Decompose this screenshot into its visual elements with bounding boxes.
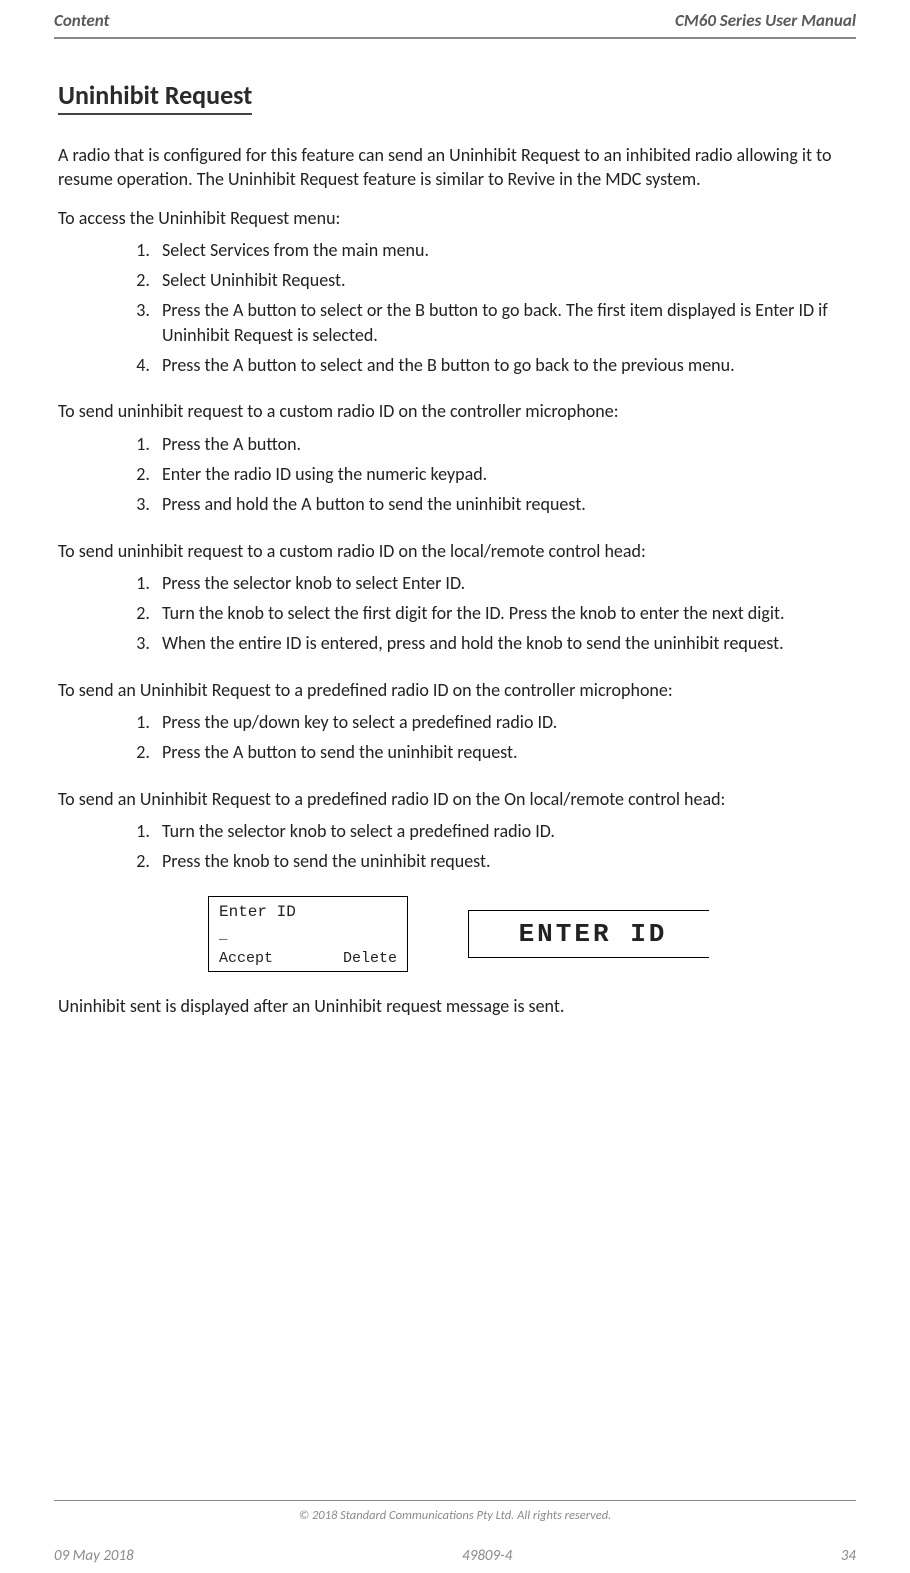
step-list: Press the selector knob to select Enter … (154, 571, 856, 656)
list-item: Press the selector knob to select Enter … (154, 571, 856, 595)
lcd-segment-display: ENTER ID (468, 910, 718, 958)
list-item: Select Uninhibit Request. (154, 268, 856, 292)
section-lead: To send an Uninhibit Request to a predef… (58, 787, 856, 811)
lcd-segment-text: ENTER ID (519, 919, 668, 949)
list-item: Enter the radio ID using the numeric key… (154, 462, 856, 486)
footer-pagenum: 34 (841, 1547, 856, 1565)
copyright-text: © 2018 Standard Communications Pty Ltd. … (0, 1508, 910, 1523)
list-item: When the entire ID is entered, press and… (154, 631, 856, 655)
lcd-softkey-left: Accept (219, 950, 273, 967)
intro-paragraph: A radio that is configured for this feat… (58, 143, 856, 192)
list-item: Select Services from the main menu. (154, 238, 856, 262)
step-list: Press the A button. Enter the radio ID u… (154, 432, 856, 517)
footer-date: 09 May 2018 (54, 1547, 134, 1565)
section-lead: To send an Uninhibit Request to a predef… (58, 678, 856, 702)
lcd-softkey-right: Delete (343, 950, 397, 967)
list-item: Press the A button to send the uninhibit… (154, 740, 856, 764)
list-item: Press the A button. (154, 432, 856, 456)
header-left: Content (54, 10, 109, 31)
lcd-cursor: _ (219, 928, 397, 942)
step-list: Press the up/down key to select a predef… (154, 710, 856, 765)
step-list: Turn the selector knob to select a prede… (154, 819, 856, 874)
list-item: Press the knob to send the uninhibit req… (154, 849, 856, 873)
footer-docnum: 49809-4 (462, 1547, 512, 1565)
section-lead: To access the Uninhibit Request menu: (58, 206, 856, 230)
page-footer: 09 May 2018 49809-4 34 (54, 1547, 856, 1565)
list-item: Press the up/down key to select a predef… (154, 710, 856, 734)
list-item: Turn the selector knob to select a prede… (154, 819, 856, 843)
page-header: Content CM60 Series User Manual (54, 0, 856, 37)
lcd-line1: Enter ID (219, 903, 397, 921)
display-figures: Enter ID _ Accept Delete ENTER ID (208, 896, 856, 972)
step-list: Select Services from the main menu. Sele… (154, 238, 856, 377)
lcd-text-display: Enter ID _ Accept Delete (208, 896, 408, 972)
page-title: Uninhibit Request (58, 79, 252, 115)
list-item: Press and hold the A button to send the … (154, 492, 856, 516)
list-item: Turn the knob to select the first digit … (154, 601, 856, 625)
section-lead: To send uninhibit request to a custom ra… (58, 399, 856, 423)
after-displays-text: Uninhibit sent is displayed after an Uni… (58, 994, 856, 1018)
list-item: Press the A button to select or the B bu… (154, 298, 856, 347)
footer-rule (54, 1500, 856, 1501)
header-rule (54, 37, 856, 39)
content-area: Uninhibit Request A radio that is config… (54, 79, 856, 1018)
list-item: Press the A button to select and the B b… (154, 353, 856, 377)
header-right: CM60 Series User Manual (675, 10, 856, 31)
section-lead: To send uninhibit request to a custom ra… (58, 539, 856, 563)
